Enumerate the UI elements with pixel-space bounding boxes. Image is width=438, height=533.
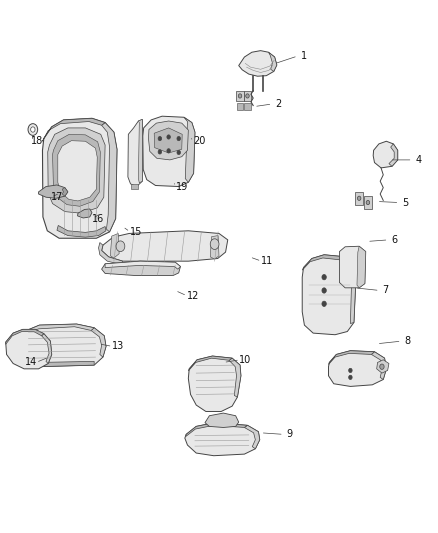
Polygon shape: [13, 341, 94, 367]
Polygon shape: [128, 119, 142, 187]
Polygon shape: [185, 423, 260, 456]
Polygon shape: [328, 351, 386, 386]
Polygon shape: [91, 328, 106, 357]
Text: 13: 13: [112, 342, 124, 351]
Polygon shape: [102, 261, 180, 276]
Polygon shape: [39, 185, 68, 198]
Polygon shape: [148, 121, 188, 160]
Circle shape: [177, 136, 180, 141]
Polygon shape: [131, 184, 138, 189]
Polygon shape: [48, 128, 105, 213]
Polygon shape: [236, 91, 244, 101]
Text: 18: 18: [31, 136, 43, 146]
Polygon shape: [138, 119, 142, 183]
Polygon shape: [377, 360, 389, 373]
Polygon shape: [105, 261, 180, 269]
Circle shape: [238, 94, 242, 98]
Polygon shape: [78, 209, 92, 218]
Circle shape: [380, 364, 384, 369]
Polygon shape: [371, 352, 386, 379]
Circle shape: [349, 368, 352, 373]
Circle shape: [31, 127, 35, 132]
Polygon shape: [6, 329, 44, 344]
Polygon shape: [6, 329, 52, 369]
Polygon shape: [188, 356, 232, 371]
Text: 1: 1: [301, 51, 307, 61]
Polygon shape: [143, 116, 195, 187]
Circle shape: [28, 124, 38, 135]
Text: 16: 16: [92, 214, 105, 223]
Circle shape: [322, 274, 326, 280]
Polygon shape: [343, 257, 356, 324]
Polygon shape: [389, 144, 398, 166]
Polygon shape: [210, 236, 219, 259]
Text: 11: 11: [261, 256, 273, 266]
Circle shape: [322, 301, 326, 306]
Polygon shape: [13, 324, 106, 367]
Polygon shape: [62, 188, 68, 196]
Polygon shape: [328, 351, 374, 365]
Polygon shape: [53, 134, 100, 206]
Polygon shape: [42, 334, 52, 364]
Circle shape: [177, 150, 180, 155]
Text: 4: 4: [415, 155, 421, 165]
Polygon shape: [268, 52, 277, 71]
Text: 5: 5: [402, 198, 408, 207]
Text: 12: 12: [187, 291, 199, 301]
Text: 6: 6: [391, 235, 397, 245]
Text: 14: 14: [25, 358, 37, 367]
Text: 17: 17: [51, 192, 63, 202]
Polygon shape: [244, 103, 251, 110]
Polygon shape: [302, 255, 346, 270]
Polygon shape: [58, 141, 97, 201]
Polygon shape: [188, 356, 241, 411]
Polygon shape: [239, 51, 277, 76]
Polygon shape: [13, 324, 94, 344]
Polygon shape: [302, 255, 356, 335]
Polygon shape: [110, 233, 119, 258]
Circle shape: [167, 135, 170, 139]
Polygon shape: [364, 196, 372, 209]
Polygon shape: [373, 141, 398, 168]
Polygon shape: [184, 117, 195, 182]
Text: 20: 20: [193, 136, 205, 146]
Circle shape: [366, 200, 370, 205]
Polygon shape: [42, 118, 105, 141]
Polygon shape: [102, 123, 117, 232]
Circle shape: [357, 196, 361, 200]
Polygon shape: [229, 358, 241, 397]
Polygon shape: [102, 231, 228, 261]
Circle shape: [349, 375, 352, 379]
Polygon shape: [237, 103, 243, 110]
Polygon shape: [42, 118, 117, 238]
Circle shape: [167, 149, 170, 153]
Text: 19: 19: [176, 182, 188, 191]
Circle shape: [322, 288, 326, 293]
Circle shape: [246, 94, 249, 98]
Circle shape: [158, 136, 162, 141]
Polygon shape: [205, 413, 239, 427]
Polygon shape: [355, 192, 363, 205]
Polygon shape: [357, 246, 366, 288]
Polygon shape: [99, 243, 123, 265]
Polygon shape: [57, 225, 106, 237]
Polygon shape: [244, 425, 260, 449]
Polygon shape: [339, 246, 366, 288]
Text: 7: 7: [382, 286, 389, 295]
Text: 15: 15: [130, 227, 142, 237]
Circle shape: [116, 241, 125, 252]
Circle shape: [210, 239, 219, 249]
Text: 8: 8: [404, 336, 410, 346]
Text: 9: 9: [286, 430, 292, 439]
Polygon shape: [244, 91, 251, 101]
Text: 2: 2: [275, 99, 281, 109]
Polygon shape: [186, 423, 247, 437]
Circle shape: [158, 150, 162, 154]
Polygon shape: [154, 128, 182, 153]
Text: 10: 10: [239, 355, 251, 365]
